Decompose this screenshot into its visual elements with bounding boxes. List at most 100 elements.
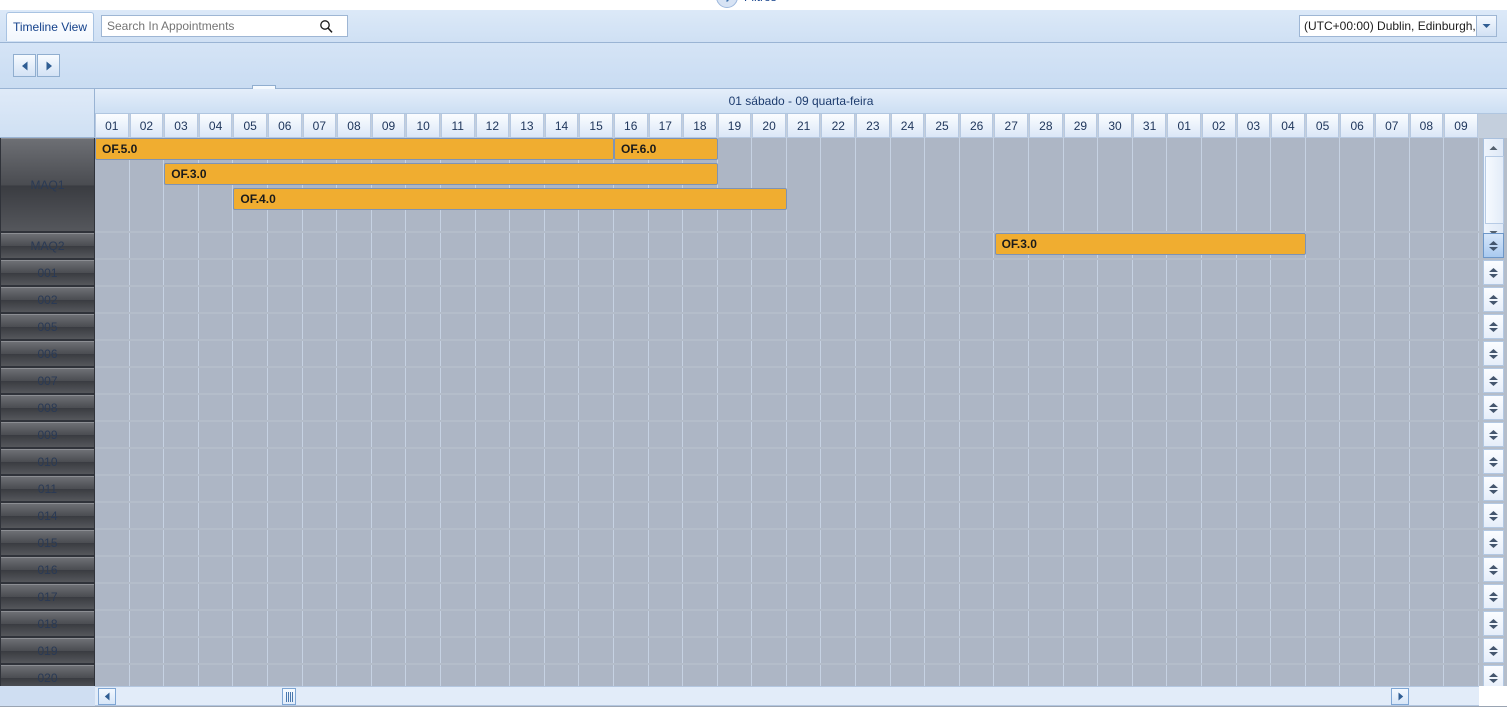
timeline-cell[interactable] — [1063, 557, 1099, 582]
timeline-cell[interactable] — [821, 611, 857, 636]
timeline-cell[interactable] — [475, 260, 511, 285]
vertical-scrollbar[interactable] — [1483, 138, 1504, 242]
timeline-cell[interactable] — [544, 422, 580, 447]
timeline-cell[interactable] — [648, 233, 684, 258]
row-resize-handle[interactable] — [1483, 395, 1504, 420]
timeline-cell[interactable] — [648, 314, 684, 339]
timeline-cell[interactable] — [683, 476, 718, 501]
timeline-cell[interactable] — [1029, 395, 1064, 420]
timeline-cell[interactable] — [1063, 449, 1099, 474]
timeline-cell[interactable] — [371, 476, 407, 501]
timeline-cell[interactable] — [164, 476, 199, 501]
timeline-cell[interactable] — [371, 665, 407, 690]
timeline-cell[interactable] — [475, 476, 511, 501]
timeline-row[interactable] — [95, 341, 1479, 366]
timeline-cell[interactable] — [856, 530, 891, 555]
timeline-cell[interactable] — [164, 665, 199, 690]
row-resize-handle[interactable] — [1483, 422, 1504, 447]
timeline-cell[interactable] — [648, 530, 684, 555]
timeline-cell[interactable] — [1132, 395, 1168, 420]
timeline-cell[interactable] — [579, 449, 614, 474]
timeline-cell[interactable] — [1374, 233, 1410, 258]
timeline-cell[interactable] — [786, 368, 822, 393]
day-header-cell[interactable]: 02 — [1202, 114, 1236, 138]
timeline-cell[interactable] — [337, 233, 372, 258]
timeline-cell[interactable] — [890, 260, 926, 285]
timeline-cell[interactable] — [371, 611, 407, 636]
timeline-cell[interactable] — [302, 449, 338, 474]
timeline-cell[interactable] — [302, 233, 338, 258]
timeline-cell[interactable] — [1340, 503, 1375, 528]
timeline-cell[interactable] — [1340, 449, 1375, 474]
timeline-cell[interactable] — [371, 449, 407, 474]
timeline-cell[interactable] — [890, 314, 926, 339]
timeline-cell[interactable] — [925, 341, 960, 366]
timeline-cell[interactable] — [1409, 395, 1445, 420]
timeline-cell[interactable] — [1029, 314, 1064, 339]
timeline-cell[interactable] — [1305, 449, 1341, 474]
row-resize-handle[interactable] — [1483, 638, 1504, 663]
timeline-cell[interactable] — [198, 233, 234, 258]
timeline-cell[interactable] — [1098, 503, 1133, 528]
timeline-cell[interactable] — [648, 638, 684, 663]
timeline-cell[interactable] — [1340, 368, 1375, 393]
timeline-cell[interactable] — [1444, 138, 1479, 231]
timeline-cell[interactable] — [371, 638, 407, 663]
timeline-cell[interactable] — [440, 260, 476, 285]
timeline-cell[interactable] — [1098, 287, 1133, 312]
timeline-cell[interactable] — [1236, 287, 1272, 312]
timeline-cell[interactable] — [1340, 584, 1375, 609]
timeline-cell[interactable] — [925, 503, 960, 528]
timeline-cell[interactable] — [579, 341, 614, 366]
timeline-cell[interactable] — [475, 665, 511, 690]
timeline-cell[interactable] — [267, 368, 303, 393]
timeline-cell[interactable] — [510, 287, 545, 312]
timeline-cell[interactable] — [267, 260, 303, 285]
timeline-cell[interactable] — [1098, 422, 1133, 447]
timeline-cell[interactable] — [510, 530, 545, 555]
timeline-cell[interactable] — [648, 557, 684, 582]
timeline-cell[interactable] — [302, 341, 338, 366]
timeline-cell[interactable] — [129, 422, 165, 447]
timeline-cell[interactable] — [1409, 557, 1445, 582]
timeline-cell[interactable] — [1374, 611, 1410, 636]
resource-label-009[interactable]: 009 — [1, 422, 94, 447]
timeline-cell[interactable] — [648, 611, 684, 636]
timeline-cell[interactable] — [890, 395, 926, 420]
timeline-cell[interactable] — [1271, 530, 1306, 555]
timeline-row[interactable] — [95, 422, 1479, 447]
timeline-cell[interactable] — [717, 368, 753, 393]
timeline-cell[interactable] — [752, 611, 787, 636]
timeline-cell[interactable] — [683, 287, 718, 312]
timeline-cell[interactable] — [510, 260, 545, 285]
timeline-cell[interactable] — [1340, 530, 1375, 555]
timeline-cell[interactable] — [1374, 503, 1410, 528]
timeline-cell[interactable] — [233, 557, 268, 582]
timeline-cell[interactable] — [1340, 665, 1375, 690]
timeline-cell[interactable] — [129, 314, 165, 339]
timeline-cell[interactable] — [613, 341, 649, 366]
timeline-cell[interactable] — [683, 422, 718, 447]
timeline-cell[interactable] — [440, 422, 476, 447]
timeline-cell[interactable] — [1340, 287, 1375, 312]
timeline-cell[interactable] — [925, 422, 960, 447]
tab-timeline-view[interactable]: Timeline View — [6, 12, 94, 41]
timeline-cell[interactable] — [95, 611, 130, 636]
timeline-cell[interactable] — [890, 611, 926, 636]
vertical-scrollbar-thumb[interactable] — [1485, 156, 1504, 224]
timeline-cell[interactable] — [959, 368, 995, 393]
timeline-cell[interactable] — [1132, 503, 1168, 528]
timeline-cell[interactable] — [440, 287, 476, 312]
timeline-cell[interactable] — [1340, 341, 1375, 366]
timeline-cell[interactable] — [406, 665, 441, 690]
timeline-cell[interactable] — [890, 138, 926, 231]
day-header-cell[interactable]: 30 — [1098, 114, 1132, 138]
filtros-group[interactable]: Filtros — [716, 0, 777, 8]
timeline-cell[interactable] — [302, 260, 338, 285]
timeline-cell[interactable] — [994, 314, 1030, 339]
timeline-cell[interactable] — [164, 260, 199, 285]
timeline-row[interactable] — [95, 611, 1479, 636]
timeline-cell[interactable] — [1444, 260, 1479, 285]
timeline-cell[interactable] — [1444, 665, 1479, 690]
timeline-cell[interactable] — [856, 665, 891, 690]
